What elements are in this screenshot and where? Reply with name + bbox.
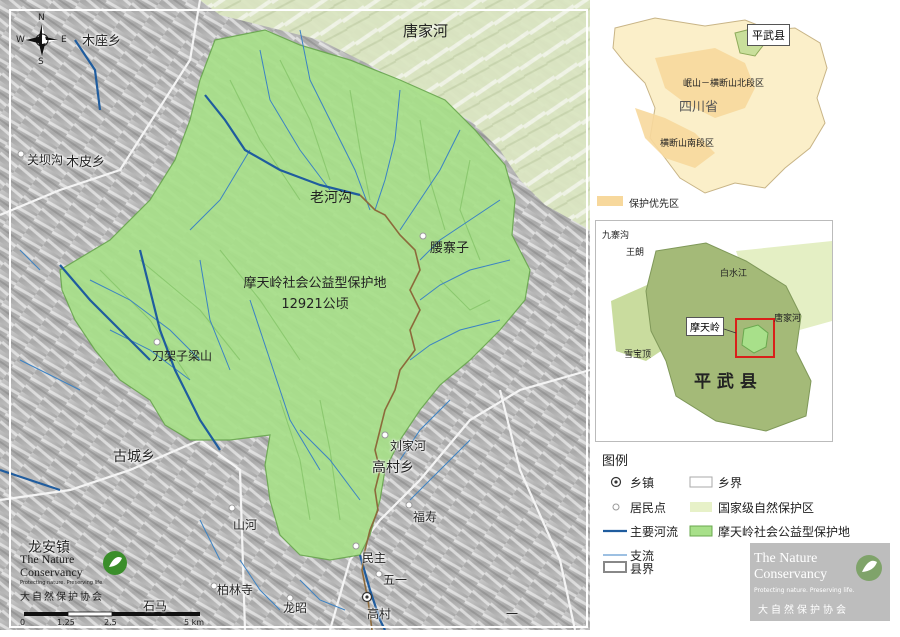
tnc-tagline: Protecting nature. Preserving life. — [20, 580, 104, 586]
county-boundary-swatch — [602, 560, 628, 574]
legend-label-town: 乡镇 — [630, 474, 654, 491]
leaf-icon — [102, 550, 128, 576]
reserve-name: 摩天岭社会公益型保护地 — [220, 272, 410, 291]
settlement-fushou — [406, 502, 412, 508]
township-boundary-swatch — [688, 475, 714, 489]
label-tangjiahe: 唐家河 — [403, 20, 448, 41]
tnc-right-tagline: Protecting nature. Preserving life. — [754, 587, 854, 594]
inset-county[interactable]: 九寨沟 王朗 白水江 唐家河 摩天岭 雪宝顶 平 武 县 — [595, 220, 833, 442]
label-yiyi: 一 — [506, 605, 518, 622]
label-bailinsi: 柏林寺 — [217, 581, 253, 598]
main-map-svg — [0, 0, 590, 630]
tnc-line2: Conservancy — [20, 565, 83, 580]
label-gaocunxiang: 高村乡 — [372, 457, 414, 477]
scale-tick-0: 0 — [20, 618, 25, 627]
settlement-minzhu — [353, 543, 359, 549]
national-reserve-swatch — [688, 500, 714, 514]
legend-label-settlement: 居民点 — [630, 499, 666, 516]
settlement-shanhe — [229, 505, 235, 511]
compass-s: S — [38, 57, 44, 67]
compass-e: E — [61, 35, 67, 45]
tnc-right-chinese: 大自然保护协会 — [758, 601, 849, 616]
legend-label-main-river: 主要河流 — [630, 523, 678, 540]
town-marker-gaocun — [363, 593, 372, 602]
reserve-area: 12921公顷 — [220, 293, 410, 312]
label-province: 四川省 — [679, 96, 718, 115]
scale-tick-2: 2.5 — [104, 618, 117, 627]
label-tangjia-inset: 唐家河 — [774, 311, 801, 324]
settlement-liujiahe — [382, 432, 388, 438]
settlement-guanba — [18, 151, 24, 157]
label-xuebao: 雪宝顶 — [624, 347, 651, 360]
scale-tick-1: 1.25 — [57, 618, 75, 627]
legend-label-county-boundary: 县界 — [630, 560, 654, 577]
settlement-wuyi — [376, 571, 382, 577]
label-gaocun: 高村 — [367, 605, 391, 622]
label-laohegou: 老河沟 — [310, 187, 352, 207]
compass-n: N — [38, 13, 45, 23]
settlement-daojiazi — [154, 339, 160, 345]
label-priority: 保护优先区 — [629, 195, 679, 210]
label-daojiazi: 刀架子梁山 — [152, 347, 212, 364]
tnc-chinese: 大自然保护协会 — [20, 588, 104, 603]
label-fushou: 福寿 — [413, 508, 437, 525]
legend-label-national-reserve: 国家级自然保护区 — [718, 499, 814, 516]
inset-sichuan[interactable]: 平武县 岷山－横断山北段区 四川省 横断山南段区 保护优先区 — [595, 8, 833, 214]
label-shima: 石马 — [143, 597, 167, 614]
scale-tick-3: 5 km — [184, 618, 204, 627]
compass-w: W — [16, 35, 25, 45]
tnc-right-line2: Conservancy — [754, 567, 827, 583]
label-wuyi: 五一 — [383, 571, 407, 588]
motian-callout: 摩天岭 — [686, 317, 724, 336]
leaf-icon-right — [854, 553, 884, 583]
legend-label-township-boundary: 乡界 — [718, 474, 742, 491]
label-shanhe: 山河 — [233, 516, 257, 533]
legend-label-motian-reserve: 摩天岭社会公益型保护地 — [718, 523, 850, 540]
label-muzuo: 木座乡 — [82, 30, 121, 49]
label-minzhu: 民主 — [362, 549, 386, 566]
label-gucheng: 古城乡 — [113, 446, 155, 466]
motian-reserve-swatch — [688, 524, 714, 538]
label-county: 平 武 县 — [694, 367, 757, 392]
scale-bar — [24, 612, 200, 616]
tnc-right-line1: The Nature — [754, 551, 817, 567]
label-mupi: 木皮乡 — [66, 151, 105, 170]
label-baishui: 白水江 — [720, 266, 747, 279]
label-liujiahe: 刘家河 — [390, 437, 426, 454]
label-jiuzhai: 九寨沟 — [602, 228, 629, 241]
main-map[interactable] — [0, 0, 590, 630]
label-hengduan-south: 横断山南段区 — [660, 136, 714, 149]
label-longzhao: 龙昭 — [283, 599, 307, 616]
tnc-logo-main: The Nature Conservancy Protecting nature… — [14, 548, 132, 604]
legend-title: 图例 — [602, 450, 628, 469]
tnc-logo-right: The Nature Conservancy Protecting nature… — [750, 543, 890, 621]
label-guanbagou: 关坝沟 — [27, 151, 63, 168]
pingwu-callout: 平武县 — [747, 24, 790, 46]
main-river-swatch — [602, 524, 628, 538]
label-minshan: 岷山－横断山北段区 — [683, 76, 764, 89]
label-wanglang: 王朗 — [626, 245, 644, 258]
label-yaozhaizi: 腰寨子 — [430, 237, 469, 256]
settlement-icon — [606, 500, 626, 514]
reserve-title: 摩天岭社会公益型保护地 12921公顷 — [220, 272, 410, 312]
town-icon — [606, 475, 626, 489]
priority-legend-swatch — [597, 196, 623, 206]
settlement-yaozhai — [420, 233, 426, 239]
